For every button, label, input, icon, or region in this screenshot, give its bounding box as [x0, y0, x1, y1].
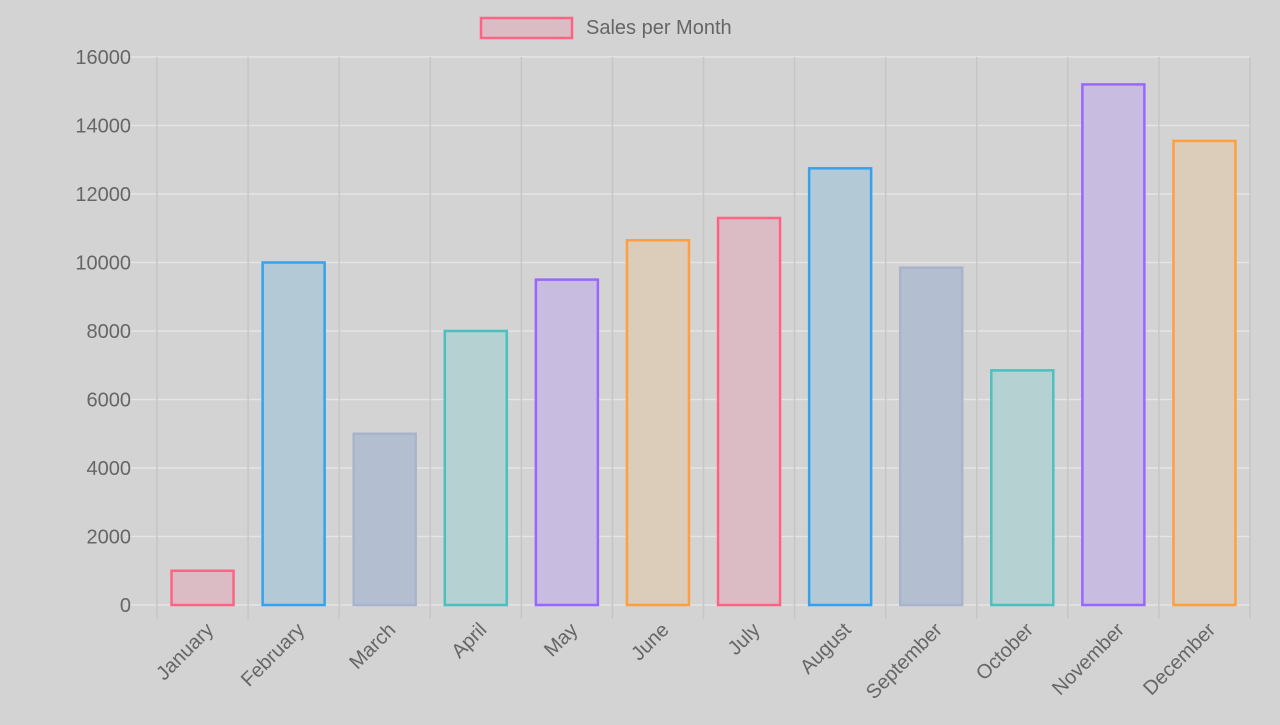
y-tick-label: 8000 — [87, 321, 132, 343]
bar-may — [534, 278, 600, 607]
bar-april — [443, 329, 509, 607]
x-tick-label: February — [237, 619, 309, 691]
x-tick-label: May — [540, 619, 582, 661]
bars — [170, 83, 1237, 607]
bar-december — [1172, 139, 1237, 607]
y-tick-label: 12000 — [75, 184, 131, 206]
x-tick-label: September — [862, 619, 947, 704]
bar-september — [898, 266, 964, 607]
x-tick-label: August — [796, 619, 856, 679]
y-tick-label: 14000 — [75, 116, 131, 138]
bar-january — [170, 569, 235, 607]
x-grid — [156, 57, 1251, 619]
bar-july — [716, 216, 782, 607]
x-tick-label: November — [1048, 619, 1129, 700]
y-tick-label: 16000 — [75, 47, 131, 69]
legend: Sales per Month — [479, 16, 732, 40]
y-tick-label: 4000 — [87, 458, 132, 480]
y-tick-label: 6000 — [87, 390, 132, 412]
x-tick-labels: January February March April May June July Augu… — [152, 619, 1220, 704]
legend-label: Sales per Month — [586, 17, 732, 39]
y-tick-label: 10000 — [75, 253, 131, 275]
bar-march — [352, 432, 417, 607]
bar-october — [990, 369, 1055, 607]
x-tick-label: January — [152, 619, 218, 685]
x-tick-label: April — [447, 619, 491, 663]
x-tick-label: July — [724, 619, 765, 660]
y-tick-label: 0 — [120, 595, 131, 617]
x-tick-label: October — [972, 619, 1038, 685]
x-tick-label: December — [1139, 619, 1220, 700]
bar-august — [807, 167, 873, 607]
y-tick-label: 2000 — [87, 527, 132, 549]
bar-june — [625, 238, 691, 607]
x-tick-label: June — [627, 619, 673, 665]
x-tick-label: March — [345, 619, 400, 674]
bar-february — [261, 261, 326, 607]
legend-swatch — [479, 16, 574, 40]
bar-november — [1081, 83, 1146, 607]
